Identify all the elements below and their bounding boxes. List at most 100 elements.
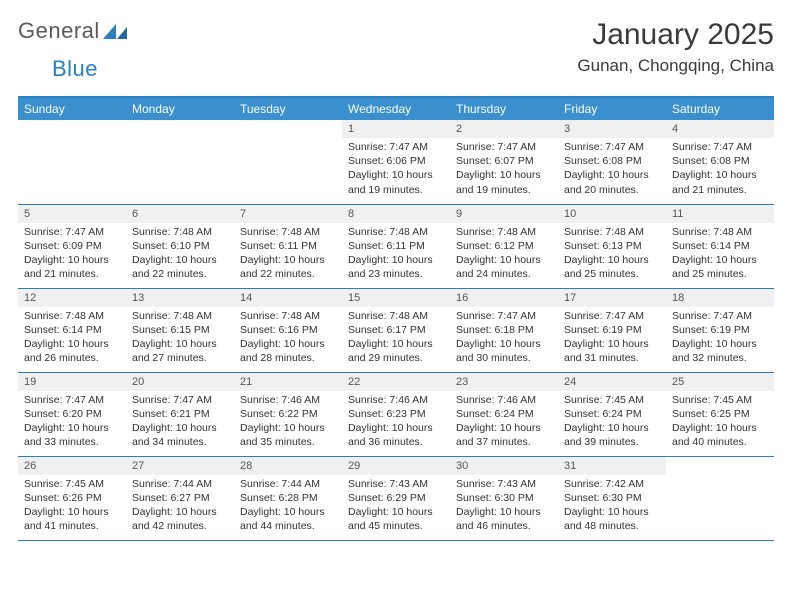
sunset-line: Sunset: 6:12 PM [456,239,552,253]
sunset-line: Sunset: 6:19 PM [564,323,660,337]
day-cell: 2Sunrise: 7:47 AMSunset: 6:07 PMDaylight… [450,120,558,204]
empty-cell [126,120,234,204]
day-cell: 20Sunrise: 7:47 AMSunset: 6:21 PMDayligh… [126,372,234,456]
day-number: 20 [126,373,234,391]
day-info: Sunrise: 7:42 AMSunset: 6:30 PMDaylight:… [558,475,666,538]
day-info: Sunrise: 7:48 AMSunset: 6:14 PMDaylight:… [18,307,126,370]
weekday-sunday: Sunday [18,98,126,120]
day-number: 4 [666,120,774,138]
day-number: 28 [234,457,342,475]
day-number: 13 [126,289,234,307]
day-cell: 5Sunrise: 7:47 AMSunset: 6:09 PMDaylight… [18,204,126,288]
day-info: Sunrise: 7:44 AMSunset: 6:28 PMDaylight:… [234,475,342,538]
sunset-line: Sunset: 6:14 PM [672,239,768,253]
sunrise-line: Sunrise: 7:43 AM [456,477,552,491]
daylight-line: Daylight: 10 hours and 34 minutes. [132,421,228,449]
daylight-line: Daylight: 10 hours and 25 minutes. [672,253,768,281]
day-number: 22 [342,373,450,391]
sunset-line: Sunset: 6:11 PM [348,239,444,253]
day-info: Sunrise: 7:47 AMSunset: 6:19 PMDaylight:… [666,307,774,370]
day-cell: 31Sunrise: 7:42 AMSunset: 6:30 PMDayligh… [558,456,666,540]
day-cell: 10Sunrise: 7:48 AMSunset: 6:13 PMDayligh… [558,204,666,288]
day-cell: 4Sunrise: 7:47 AMSunset: 6:08 PMDaylight… [666,120,774,204]
sunset-line: Sunset: 6:19 PM [672,323,768,337]
day-info: Sunrise: 7:48 AMSunset: 6:11 PMDaylight:… [234,223,342,286]
calendar-row: 1Sunrise: 7:47 AMSunset: 6:06 PMDaylight… [18,120,774,204]
sunset-line: Sunset: 6:26 PM [24,491,120,505]
sunset-line: Sunset: 6:08 PM [672,154,768,168]
day-info: Sunrise: 7:45 AMSunset: 6:26 PMDaylight:… [18,475,126,538]
day-number: 10 [558,205,666,223]
day-cell: 16Sunrise: 7:47 AMSunset: 6:18 PMDayligh… [450,288,558,372]
sunset-line: Sunset: 6:21 PM [132,407,228,421]
daylight-line: Daylight: 10 hours and 23 minutes. [348,253,444,281]
day-cell: 11Sunrise: 7:48 AMSunset: 6:14 PMDayligh… [666,204,774,288]
daylight-line: Daylight: 10 hours and 35 minutes. [240,421,336,449]
empty-cell [234,120,342,204]
sunrise-line: Sunrise: 7:43 AM [348,477,444,491]
sunrise-line: Sunrise: 7:48 AM [132,309,228,323]
day-cell: 13 Sunrise: 7:48 AMSunset: 6:15 PMDayligh… [126,288,234,372]
sunset-line: Sunset: 6:11 PM [240,239,336,253]
sunrise-line: Sunrise: 7:47 AM [564,309,660,323]
day-cell: 22Sunrise: 7:46 AMSunset: 6:23 PMDayligh… [342,372,450,456]
daylight-line: Daylight: 10 hours and 27 minutes. [132,337,228,365]
weekday-friday: Friday [558,98,666,120]
day-info: Sunrise: 7:47 AMSunset: 6:20 PMDaylight:… [18,391,126,454]
sunset-line: Sunset: 6:25 PM [672,407,768,421]
day-cell: 28Sunrise: 7:44 AMSunset: 6:28 PMDayligh… [234,456,342,540]
day-number: 17 [558,289,666,307]
sunset-line: Sunset: 6:15 PM [132,323,228,337]
sunrise-line: Sunrise: 7:47 AM [24,393,120,407]
day-cell: 8Sunrise: 7:48 AMSunset: 6:11 PMDaylight… [342,204,450,288]
day-info: Sunrise: 7:48 AMSunset: 6:12 PMDaylight:… [450,223,558,286]
day-info: Sunrise: 7:46 AMSunset: 6:24 PMDaylight:… [450,391,558,454]
sunrise-line: Sunrise: 7:48 AM [672,225,768,239]
sunrise-line: Sunrise: 7:45 AM [672,393,768,407]
calendar-table: Sunday Monday Tuesday Wednesday Thursday… [18,98,774,541]
daylight-line: Daylight: 10 hours and 21 minutes. [672,168,768,196]
sunset-line: Sunset: 6:28 PM [240,491,336,505]
sunrise-line: Sunrise: 7:48 AM [240,309,336,323]
daylight-line: Daylight: 10 hours and 30 minutes. [456,337,552,365]
location: Gunan, Chongqing, China [577,56,774,76]
day-cell: 25Sunrise: 7:45 AMSunset: 6:25 PMDayligh… [666,372,774,456]
daylight-line: Daylight: 10 hours and 22 minutes. [240,253,336,281]
daylight-line: Daylight: 10 hours and 19 minutes. [348,168,444,196]
day-info: Sunrise: 7:47 AMSunset: 6:08 PMDaylight:… [666,138,774,201]
day-number: 29 [342,457,450,475]
daylight-line: Daylight: 10 hours and 42 minutes. [132,505,228,533]
day-cell: 24Sunrise: 7:45 AMSunset: 6:24 PMDayligh… [558,372,666,456]
day-info: Sunrise: 7:43 AMSunset: 6:30 PMDaylight:… [450,475,558,538]
sunset-line: Sunset: 6:14 PM [24,323,120,337]
day-info: Sunrise: 7:47 AMSunset: 6:08 PMDaylight:… [558,138,666,201]
sunset-line: Sunset: 6:30 PM [456,491,552,505]
day-info: Sunrise: 7:48 AMSunset: 6:14 PMDaylight:… [666,223,774,286]
day-cell: 27Sunrise: 7:44 AMSunset: 6:27 PMDayligh… [126,456,234,540]
daylight-line: Daylight: 10 hours and 26 minutes. [24,337,120,365]
day-info: Sunrise: 7:47 AMSunset: 6:18 PMDaylight:… [450,307,558,370]
sunset-line: Sunset: 6:13 PM [564,239,660,253]
calendar-page: General January 2025 Gunan, Chongqing, C… [0,0,792,541]
sunrise-line: Sunrise: 7:48 AM [456,225,552,239]
day-number: 5 [18,205,126,223]
day-number: 16 [450,289,558,307]
day-cell: 3Sunrise: 7:47 AMSunset: 6:08 PMDaylight… [558,120,666,204]
day-number: 14 [234,289,342,307]
sunrise-line: Sunrise: 7:47 AM [348,140,444,154]
day-number: 2 [450,120,558,138]
day-info: Sunrise: 7:43 AMSunset: 6:29 PMDaylight:… [342,475,450,538]
day-cell: 18Sunrise: 7:47 AMSunset: 6:19 PMDayligh… [666,288,774,372]
weekday-wednesday: Wednesday [342,98,450,120]
sunset-line: Sunset: 6:08 PM [564,154,660,168]
day-info: Sunrise: 7:46 AMSunset: 6:22 PMDaylight:… [234,391,342,454]
weekday-saturday: Saturday [666,98,774,120]
calendar-row: 26Sunrise: 7:45 AMSunset: 6:26 PMDayligh… [18,456,774,540]
day-number: 1 [342,120,450,138]
sunrise-line: Sunrise: 7:47 AM [672,309,768,323]
sunrise-line: Sunrise: 7:48 AM [348,225,444,239]
day-cell: 26Sunrise: 7:45 AMSunset: 6:26 PMDayligh… [18,456,126,540]
calendar-row: 5Sunrise: 7:47 AMSunset: 6:09 PMDaylight… [18,204,774,288]
sunset-line: Sunset: 6:09 PM [24,239,120,253]
day-cell: 17Sunrise: 7:47 AMSunset: 6:19 PMDayligh… [558,288,666,372]
